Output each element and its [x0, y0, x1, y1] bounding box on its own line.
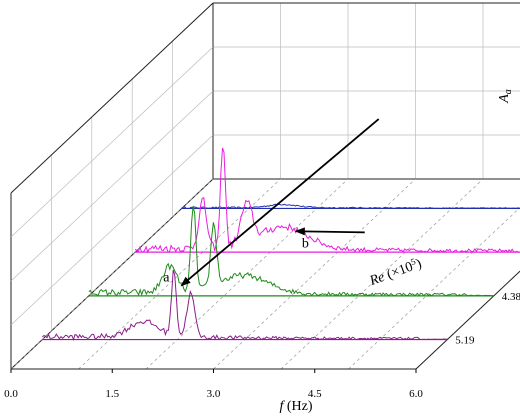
floor-grid-line	[348, 207, 520, 370]
floor-grid-line	[10, 178, 214, 370]
x-tick-label: 1.5	[105, 388, 119, 400]
series-label: 5.19	[455, 335, 475, 347]
series-2.79: 2.79	[181, 203, 520, 210]
z-axis-label: Re (×105)	[366, 254, 424, 289]
series-4.38: 4.38	[88, 205, 520, 303]
floor-grid-line	[213, 178, 416, 370]
series-3.42: 3.42	[134, 147, 520, 254]
x-tick-label: 6.0	[409, 388, 423, 400]
series-line	[181, 203, 520, 210]
left-wall-hline	[10, 2, 214, 194]
x-tick-label: 3.0	[207, 388, 221, 400]
series-layer: 2.793.42 4.38 5.19	[42, 147, 520, 347]
annotation-layer	[180, 118, 380, 287]
series-line	[88, 205, 494, 297]
series-label: 4.38	[502, 291, 520, 303]
series-5.19: 5.19	[42, 269, 475, 347]
floor-grid-line	[280, 178, 484, 370]
arrow-b	[294, 227, 365, 236]
tick-layer: 0.01.53.04.56.00.0000.0020.0040.0060.008	[4, 369, 423, 400]
annotation-a: a	[163, 271, 170, 286]
x-axis-label: f (Hz)	[279, 399, 312, 414]
x-tick-label: 0.0	[4, 388, 18, 400]
annotation-b: b	[302, 236, 309, 251]
arrow-a	[180, 118, 380, 287]
x-tick-label: 4.5	[308, 388, 322, 400]
series-line	[42, 269, 448, 341]
left-wall-hline	[10, 46, 214, 238]
floor-right-edge	[415, 270, 520, 370]
floor-grid-line	[78, 178, 281, 370]
left-wall-hline	[10, 90, 214, 282]
grid-layer	[10, 2, 520, 370]
y-axis-label: Aa	[497, 89, 514, 104]
series-line	[134, 147, 520, 254]
left-wall-hline	[10, 134, 214, 326]
